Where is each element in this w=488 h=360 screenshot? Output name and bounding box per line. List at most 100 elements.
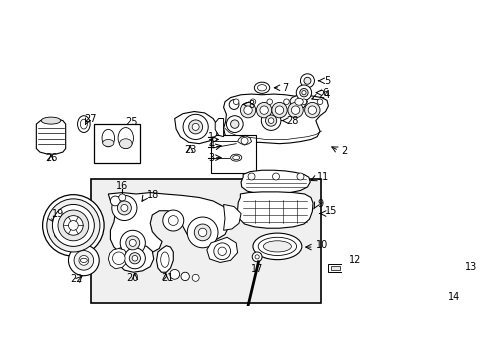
Ellipse shape [294, 98, 303, 105]
Polygon shape [117, 244, 153, 272]
Text: 6: 6 [322, 87, 328, 98]
Circle shape [74, 251, 93, 270]
Bar [330, 266, 340, 270]
Circle shape [296, 85, 311, 100]
Text: 11: 11 [317, 171, 329, 181]
Text: 17: 17 [250, 265, 263, 274]
Circle shape [54, 231, 61, 238]
Circle shape [260, 106, 268, 114]
Ellipse shape [80, 119, 87, 129]
Circle shape [121, 204, 127, 211]
Circle shape [261, 111, 280, 130]
Circle shape [125, 236, 140, 250]
Circle shape [256, 103, 271, 118]
Circle shape [110, 196, 120, 206]
Text: 26: 26 [45, 153, 57, 163]
Ellipse shape [102, 139, 114, 147]
Polygon shape [223, 94, 328, 144]
Circle shape [252, 252, 262, 262]
Circle shape [287, 103, 303, 118]
Text: 2: 2 [340, 146, 346, 156]
Circle shape [255, 255, 259, 259]
Text: 23: 23 [183, 145, 196, 155]
Text: 12: 12 [348, 255, 361, 265]
Circle shape [129, 253, 140, 264]
Circle shape [129, 239, 136, 246]
Ellipse shape [232, 156, 239, 160]
Circle shape [183, 114, 208, 139]
Text: 10: 10 [315, 240, 327, 250]
Circle shape [317, 99, 322, 104]
Circle shape [47, 199, 100, 252]
Circle shape [272, 173, 279, 180]
Ellipse shape [78, 116, 90, 132]
Circle shape [124, 248, 145, 269]
Text: 8: 8 [247, 99, 254, 109]
Circle shape [68, 221, 78, 230]
Bar [91, 179, 321, 303]
Ellipse shape [263, 241, 291, 252]
Circle shape [230, 120, 239, 128]
Text: 16: 16 [116, 181, 128, 190]
Polygon shape [108, 193, 229, 256]
Circle shape [52, 204, 94, 246]
Bar [211, 135, 256, 173]
Text: 1: 1 [208, 132, 214, 142]
Polygon shape [237, 136, 251, 145]
Ellipse shape [230, 154, 241, 161]
Circle shape [187, 217, 218, 248]
Text: 14: 14 [447, 292, 459, 302]
Circle shape [299, 89, 307, 97]
Circle shape [168, 216, 178, 225]
Circle shape [265, 115, 276, 126]
Ellipse shape [161, 252, 169, 267]
Ellipse shape [119, 139, 132, 149]
Ellipse shape [118, 127, 133, 149]
Text: 27: 27 [84, 113, 97, 123]
Circle shape [296, 173, 304, 180]
Circle shape [194, 224, 211, 241]
Ellipse shape [258, 237, 296, 256]
Text: 25: 25 [125, 117, 137, 127]
Circle shape [304, 103, 319, 118]
Circle shape [268, 118, 273, 123]
Circle shape [181, 272, 189, 280]
Circle shape [271, 103, 286, 118]
Circle shape [241, 138, 247, 144]
Circle shape [79, 256, 88, 265]
Polygon shape [206, 237, 237, 262]
Text: 5: 5 [324, 76, 330, 86]
Circle shape [63, 216, 83, 235]
Text: 3: 3 [208, 153, 214, 163]
Text: 4: 4 [208, 140, 214, 150]
Circle shape [240, 103, 255, 118]
Ellipse shape [41, 117, 61, 124]
Circle shape [169, 269, 179, 279]
Circle shape [192, 274, 199, 281]
Text: 22: 22 [70, 274, 83, 284]
Circle shape [447, 300, 452, 306]
Ellipse shape [254, 82, 269, 93]
Circle shape [112, 195, 137, 221]
Text: 7: 7 [282, 83, 288, 93]
Ellipse shape [257, 85, 266, 91]
Circle shape [117, 201, 131, 215]
Circle shape [304, 77, 310, 84]
Text: 13: 13 [465, 262, 477, 273]
Circle shape [233, 99, 239, 104]
Text: 18: 18 [146, 190, 159, 201]
Circle shape [300, 74, 314, 88]
Circle shape [266, 99, 272, 104]
Circle shape [68, 245, 99, 276]
Circle shape [275, 106, 283, 114]
Circle shape [226, 116, 243, 132]
Text: 9: 9 [317, 199, 323, 210]
Polygon shape [289, 95, 307, 109]
Polygon shape [174, 112, 218, 144]
Polygon shape [156, 246, 173, 272]
Bar [328, 264, 342, 272]
Circle shape [188, 120, 202, 134]
Bar [94, 124, 140, 162]
Circle shape [213, 243, 230, 260]
Circle shape [247, 173, 255, 180]
